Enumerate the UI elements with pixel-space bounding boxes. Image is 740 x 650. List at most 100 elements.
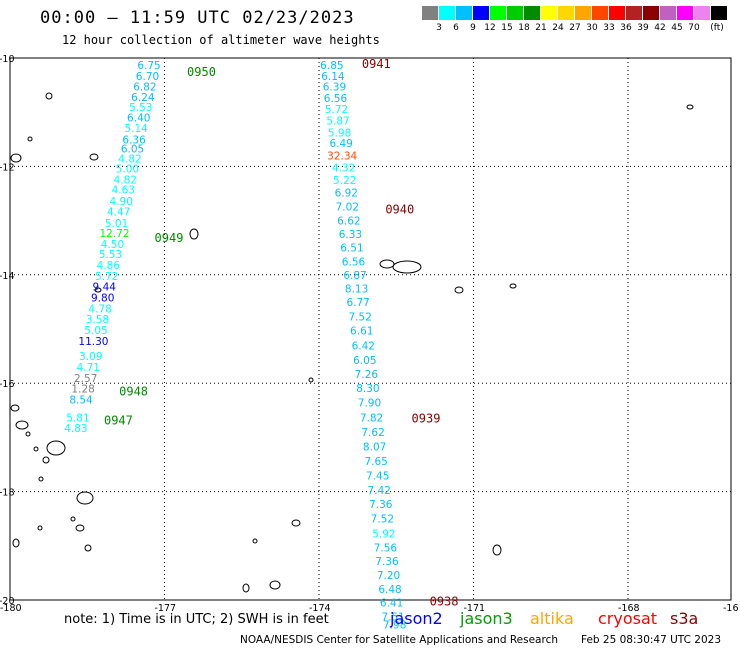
island-outline — [75, 524, 85, 532]
wave-height-value: 4.90 — [110, 196, 133, 208]
wave-height-value: 6.56 — [342, 256, 366, 268]
wave-height-value: 6.75 — [137, 60, 160, 72]
wave-height-value: 7.82 — [360, 412, 383, 424]
island-outline — [27, 136, 33, 142]
colorbar-tick-label: 9 — [470, 23, 476, 33]
wave-height-value: 7.36 — [375, 556, 399, 568]
wave-height-value: 12.72 — [100, 228, 130, 240]
x-tick-label: -177 — [155, 603, 177, 614]
footer-note: note: 1) Time is in UTC; 2) SWH is in fe… — [64, 612, 329, 627]
generation-timestamp: Feb 25 08:30:47 UTC 2023 — [581, 634, 721, 646]
island-outline — [242, 583, 250, 593]
legend-cryosat: cryosat — [598, 609, 658, 628]
wave-height-value: 5.22 — [333, 175, 356, 187]
island-outline — [94, 287, 102, 293]
wave-height-value: 5.81 — [66, 412, 89, 424]
island-outline — [392, 260, 422, 274]
colorbar-tick-label: 24 — [552, 23, 564, 33]
wave-height-value: 4.71 — [77, 362, 100, 374]
wave-height-value: 6.40 — [127, 113, 150, 125]
wave-height-value: 6.85 — [320, 60, 343, 72]
y-tick-label: -20 — [0, 596, 15, 607]
wave-height-value: 4.82 — [114, 174, 137, 186]
y-tick-label: -10 — [0, 54, 15, 65]
island-outline — [25, 431, 31, 437]
island-outline — [686, 104, 694, 110]
wave-height-value: 7.02 — [336, 202, 359, 214]
colorbar-tick-label: 18 — [518, 23, 530, 33]
track-time-label: 0948 — [119, 385, 148, 399]
wave-height-value: 6.14 — [321, 71, 345, 83]
wave-height-value: 7.52 — [371, 514, 394, 526]
wave-height-value: 5.01 — [105, 218, 128, 230]
colorbar-swatch — [524, 6, 540, 20]
wave-height-value: 4.50 — [101, 239, 124, 251]
island-outline — [38, 476, 44, 482]
colorbar-swatch — [507, 6, 523, 20]
wave-height-value: 6.05 — [121, 144, 144, 156]
y-tick-label: -14 — [0, 271, 15, 282]
wave-height-value: 6.39 — [323, 82, 346, 94]
colorbar-swatch — [558, 6, 574, 20]
wave-height-value: 7.36 — [369, 499, 393, 511]
x-tick-label: -174 — [309, 603, 331, 614]
x-tick-label: -16 — [723, 603, 739, 614]
island-outline — [70, 516, 76, 522]
wave-height-value: 5.72 — [95, 271, 118, 283]
wave-height-value: 6.61 — [350, 326, 373, 338]
colorbar-swatch — [694, 6, 710, 20]
wave-height-value: 8.30 — [356, 383, 379, 395]
island-outline — [308, 377, 314, 383]
colorbar-swatch — [473, 6, 489, 20]
y-tick-label: -18 — [0, 488, 15, 499]
wave-height-value: 7.20 — [377, 570, 400, 582]
wave-height-value: 3.09 — [79, 351, 102, 363]
wave-height-value: 7.90 — [358, 398, 381, 410]
track-time-label: 0949 — [155, 231, 184, 245]
colorbar-swatch — [490, 6, 506, 20]
island-outline — [509, 283, 517, 289]
wave-height-value: 4.83 — [64, 423, 87, 435]
map-subtitle: 12 hour collection of altimeter wave hei… — [62, 33, 380, 47]
colorbar-swatch — [626, 6, 642, 20]
colorbar-unit: (ft) — [710, 23, 724, 33]
track-time-label: 0947 — [104, 413, 133, 427]
wave-height-value: 6.87 — [343, 270, 366, 282]
wave-height-value: 6.56 — [324, 93, 348, 105]
track-time-label: 0941 — [362, 57, 391, 71]
wave-height-value: 7.98 — [383, 619, 406, 631]
wave-height-value: 6.82 — [133, 82, 156, 94]
colorbar-swatch — [439, 6, 455, 20]
colorbar-tick-label: 70 — [688, 23, 700, 33]
wave-height-value: 7.45 — [366, 470, 389, 482]
track-time-label: 0938 — [430, 595, 459, 609]
wave-height-value: 6.49 — [329, 138, 352, 150]
colorbar-tick-label: 27 — [569, 23, 581, 33]
wave-height-value: 6.48 — [378, 584, 401, 596]
colorbar-swatch — [643, 6, 659, 20]
wave-height-value: 5.00 — [116, 164, 139, 176]
wave-height-value: 6.24 — [131, 92, 155, 104]
wave-height-value: 8.54 — [69, 394, 93, 406]
colorbar-swatch — [711, 6, 727, 20]
wave-height-value: 5.72 — [325, 104, 348, 116]
island-outline — [45, 92, 53, 100]
wave-height-value: 6.70 — [136, 71, 159, 83]
y-tick-label: -12 — [0, 162, 15, 173]
wave-height-value: 6.41 — [380, 598, 403, 610]
island-outline — [454, 286, 464, 294]
colorbar-tick-label: 39 — [637, 23, 649, 33]
wave-height-value: 9.44 — [93, 282, 117, 294]
wave-height-value: 6.42 — [352, 340, 375, 352]
wave-height-value: 8.07 — [363, 442, 386, 454]
colorbar-swatch — [422, 6, 438, 20]
legend-s3a: s3a — [670, 609, 699, 628]
colorbar-swatch — [609, 6, 625, 20]
island-outline — [12, 538, 20, 548]
wave-height-value: 7.51 — [381, 611, 404, 623]
wave-height-value: 1.28 — [71, 384, 94, 396]
wave-height-value: 7.62 — [361, 427, 384, 439]
wave-height-value: 9.80 — [91, 293, 114, 305]
colorbar-tick-label: 6 — [453, 23, 459, 33]
colorbar-tick-label: 42 — [654, 23, 666, 33]
